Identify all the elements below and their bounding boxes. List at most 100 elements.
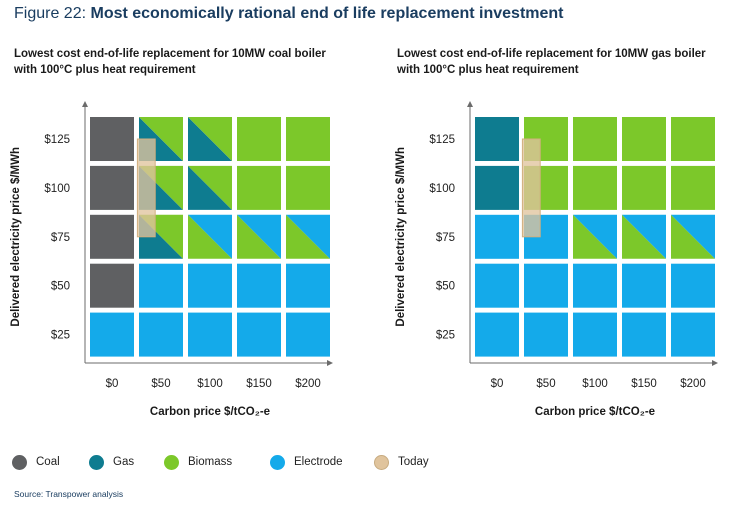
left-chart-title-line-1: Lowest cost end-of-life replacement for … [14, 48, 326, 60]
right-y-tick-4: $25 [436, 330, 455, 342]
right-cell-4-1 [524, 312, 568, 357]
left-cell-1-2-upper [188, 165, 232, 210]
left-y-tick-2: $75 [51, 232, 70, 244]
right-cell-0-2 [573, 117, 617, 161]
right-cell-3-2 [573, 263, 617, 308]
right-cell-1-3 [622, 165, 666, 210]
biomass-swatch [164, 454, 179, 470]
right-cell-4-4 [671, 312, 715, 357]
legend-item-gas: Gas [89, 453, 134, 471]
right-cell-0-4 [671, 117, 715, 161]
left-x-tick-2: $100 [197, 378, 223, 390]
gas-label: Gas [113, 456, 135, 468]
left-x-tick-4: $200 [295, 378, 321, 390]
left-x-tick-3: $150 [246, 378, 272, 390]
left-cell-1-3 [237, 165, 281, 210]
right-x-tick-1: $50 [536, 378, 555, 390]
left-cell-0-1-upper [139, 117, 183, 161]
left-y-axis-title: Delivered electricity price $/MWh [10, 147, 22, 327]
right-cell-3-0 [475, 263, 519, 308]
right-cell-2-4-lower [671, 214, 715, 259]
right-cell-4-3 [622, 312, 666, 357]
left-today-band [136, 138, 156, 238]
left-cell-0-4 [286, 117, 330, 161]
legend-item-today: Today [374, 453, 429, 471]
left-cell-2-3-upper [237, 214, 281, 259]
right-x-tick-2: $100 [582, 378, 608, 390]
right-y-tick-3: $50 [436, 281, 455, 293]
left-cell-4-4 [286, 312, 330, 357]
left-x-tick-1: $50 [151, 378, 170, 390]
right-cell-0-0 [475, 117, 519, 161]
left-cell-2-1-upper [139, 214, 183, 259]
right-cell-2-4-upper [671, 214, 715, 259]
left-cell-1-0 [90, 165, 134, 210]
left-cell-2-0 [90, 214, 134, 259]
left-cell-0-0 [90, 117, 134, 161]
left-cell-4-0 [90, 312, 134, 357]
right-cell-2-2-lower [573, 214, 617, 259]
left-cell-2-2-upper [188, 214, 232, 259]
right-cell-2-3-lower [622, 214, 666, 259]
figure-title: Figure 22: Most economically rational en… [14, 5, 564, 23]
right-cell-1-4 [671, 165, 715, 210]
right-y-axis-title: Delivered electricity price $/MWh [395, 147, 407, 327]
right-today-band [521, 138, 541, 238]
coal-swatch [12, 454, 27, 470]
right-cell-3-3 [622, 263, 666, 308]
left-chart-title: Lowest cost end-of-life replacement for … [14, 46, 354, 78]
left-cell-4-3 [237, 312, 281, 357]
right-y-tick-1: $100 [429, 183, 455, 195]
right-cell-1-0 [475, 165, 519, 210]
legend-item-coal: Coal [12, 453, 60, 471]
left-y-tick-4: $25 [51, 330, 70, 342]
right-x-tick-4: $200 [680, 378, 706, 390]
electrode-swatch [270, 454, 285, 470]
right-cell-3-4 [671, 263, 715, 308]
right-cell-1-2 [573, 165, 617, 210]
electrode-label: Electrode [294, 456, 343, 468]
right-cell-0-3 [622, 117, 666, 161]
figure-number: Figure 22: [14, 5, 91, 22]
left-cell-2-2-lower [188, 214, 232, 259]
left-cell-4-1 [139, 312, 183, 357]
legend-item-electrode: Electrode [270, 453, 343, 471]
coal-label: Coal [36, 456, 60, 468]
left-cell-4-2 [188, 312, 232, 357]
left-x-tick-0: $0 [106, 378, 119, 390]
legend-item-biomass: Biomass [164, 453, 232, 471]
biomass-label: Biomass [188, 456, 233, 468]
gas-swatch [89, 454, 104, 470]
left-cell-3-0 [90, 263, 134, 308]
right-x-axis-title: Carbon price $/tCO₂-e [535, 406, 655, 418]
figure-title-text: Most economically rational end of life r… [90, 5, 564, 22]
right-x-tick-0: $0 [491, 378, 504, 390]
right-cell-2-2-upper [573, 214, 617, 259]
right-cell-2-0 [475, 214, 519, 259]
left-y-tick-1: $100 [44, 183, 70, 195]
right-chart-title-line-1: Lowest cost end-of-life replacement for … [397, 48, 706, 60]
left-y-tick-3: $50 [51, 281, 70, 293]
right-cell-4-2 [573, 312, 617, 357]
right-cell-2-3-upper [622, 214, 666, 259]
left-chart-title-line-2: with 100°C plus heat requirement [14, 64, 196, 76]
left-cell-2-4-lower [286, 214, 330, 259]
today-swatch [374, 454, 389, 470]
left-cell-3-4 [286, 263, 330, 308]
right-x-tick-3: $150 [631, 378, 657, 390]
left-cell-1-4 [286, 165, 330, 210]
right-cell-4-0 [475, 312, 519, 357]
left-cell-3-3 [237, 263, 281, 308]
left-cell-3-2 [188, 263, 232, 308]
source-note: Source: Transpower analysis [14, 489, 124, 499]
left-cell-0-3 [237, 117, 281, 161]
left-cell-3-1 [139, 263, 183, 308]
left-cell-2-3-lower [237, 214, 281, 259]
right-y-tick-2: $75 [436, 232, 455, 244]
left-y-tick-0: $125 [44, 134, 70, 146]
right-chart-title: Lowest cost end-of-life replacement for … [397, 46, 737, 78]
right-y-tick-0: $125 [429, 134, 455, 146]
left-cell-2-4-upper [286, 214, 330, 259]
right-chart-title-line-2: with 100°C plus heat requirement [397, 64, 579, 76]
